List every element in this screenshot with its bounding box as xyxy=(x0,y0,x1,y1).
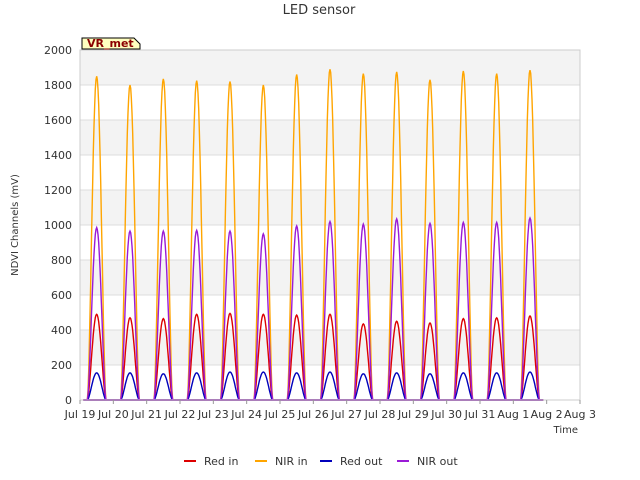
plot-band xyxy=(80,155,580,190)
y-tick-label: 1600 xyxy=(44,114,72,127)
x-tick-label: Aug 2 xyxy=(531,408,563,421)
x-tick-labels: Jul 19 Jul 20 Jul 21 Jul 22 Jul 23 Jul 24 Jul … xyxy=(64,400,596,421)
x-tick-label: Jul 19 xyxy=(64,408,96,421)
legend-item: Red out xyxy=(320,455,383,468)
station-badge: VR_met xyxy=(81,37,141,50)
plot-band xyxy=(80,295,580,330)
legend: Red in NIR in Red out NIR out xyxy=(184,455,458,468)
badge-shape xyxy=(81,37,141,50)
x-tick-label: Jul 28 xyxy=(364,408,396,421)
y-tick-label: 400 xyxy=(51,324,72,337)
x-tick-label: Jul 21 xyxy=(130,408,162,421)
x-tick-label: Jul 23 xyxy=(197,408,229,421)
plot-band xyxy=(80,260,580,295)
x-tick-label: Jul 22 xyxy=(164,408,196,421)
y-tick-label: 1000 xyxy=(44,219,72,232)
y-tick-label: 200 xyxy=(51,359,72,372)
plot-band xyxy=(80,365,580,400)
plot-band xyxy=(80,225,580,260)
y-tick-label: 600 xyxy=(51,289,72,302)
x-tick-label: Jul 31 xyxy=(464,408,496,421)
plot-band xyxy=(80,50,580,85)
x-tick-label: Jul 20 xyxy=(97,408,129,421)
legend-label: Red in xyxy=(204,455,238,468)
plot-band xyxy=(80,190,580,225)
y-tick-labels: 0 200 400 600 800 1000 1200 1400 1600 1800 2000 xyxy=(44,44,72,407)
series-line xyxy=(83,69,544,401)
y-tick-label: 2000 xyxy=(44,44,72,57)
chart-title: LED sensor xyxy=(283,3,356,18)
legend-label: NIR in xyxy=(275,455,308,468)
x-tick-label: Jul 24 xyxy=(230,408,262,421)
y-tick-label: 1400 xyxy=(44,149,72,162)
legend-label: NIR out xyxy=(417,455,458,468)
plot-frame xyxy=(79,49,581,401)
plot-band xyxy=(80,120,580,155)
series-line xyxy=(83,312,544,401)
plot-band xyxy=(80,85,580,120)
y-axis-title: NDVI Channels (mV) xyxy=(10,174,21,276)
series-layer xyxy=(83,69,544,401)
y-tick-label: 1200 xyxy=(44,184,72,197)
plot-band xyxy=(80,330,580,365)
x-tick-label: Aug 1 xyxy=(497,408,529,421)
y-tick-label: 0 xyxy=(65,394,72,407)
legend-label: Red out xyxy=(340,455,383,468)
series-line xyxy=(83,371,544,401)
series-line xyxy=(83,216,544,401)
legend-item: NIR out xyxy=(397,455,458,468)
badge-text: VR_met xyxy=(87,37,134,50)
x-tick-label: Jul 27 xyxy=(330,408,362,421)
legend-item: Red in xyxy=(184,455,238,468)
y-tick-label: 800 xyxy=(51,254,72,267)
plot-background xyxy=(80,50,580,400)
x-tick-label: Jul 26 xyxy=(297,408,329,421)
y-tick-label: 1800 xyxy=(44,79,72,92)
x-tick-label: Aug 3 xyxy=(564,408,596,421)
x-tick-label: Jul 29 xyxy=(397,408,429,421)
x-tick-label: Jul 25 xyxy=(264,408,296,421)
x-axis-title: Time xyxy=(553,425,578,436)
x-tick-label: Jul 30 xyxy=(430,408,462,421)
legend-item: NIR in xyxy=(255,455,308,468)
axes xyxy=(79,49,581,401)
